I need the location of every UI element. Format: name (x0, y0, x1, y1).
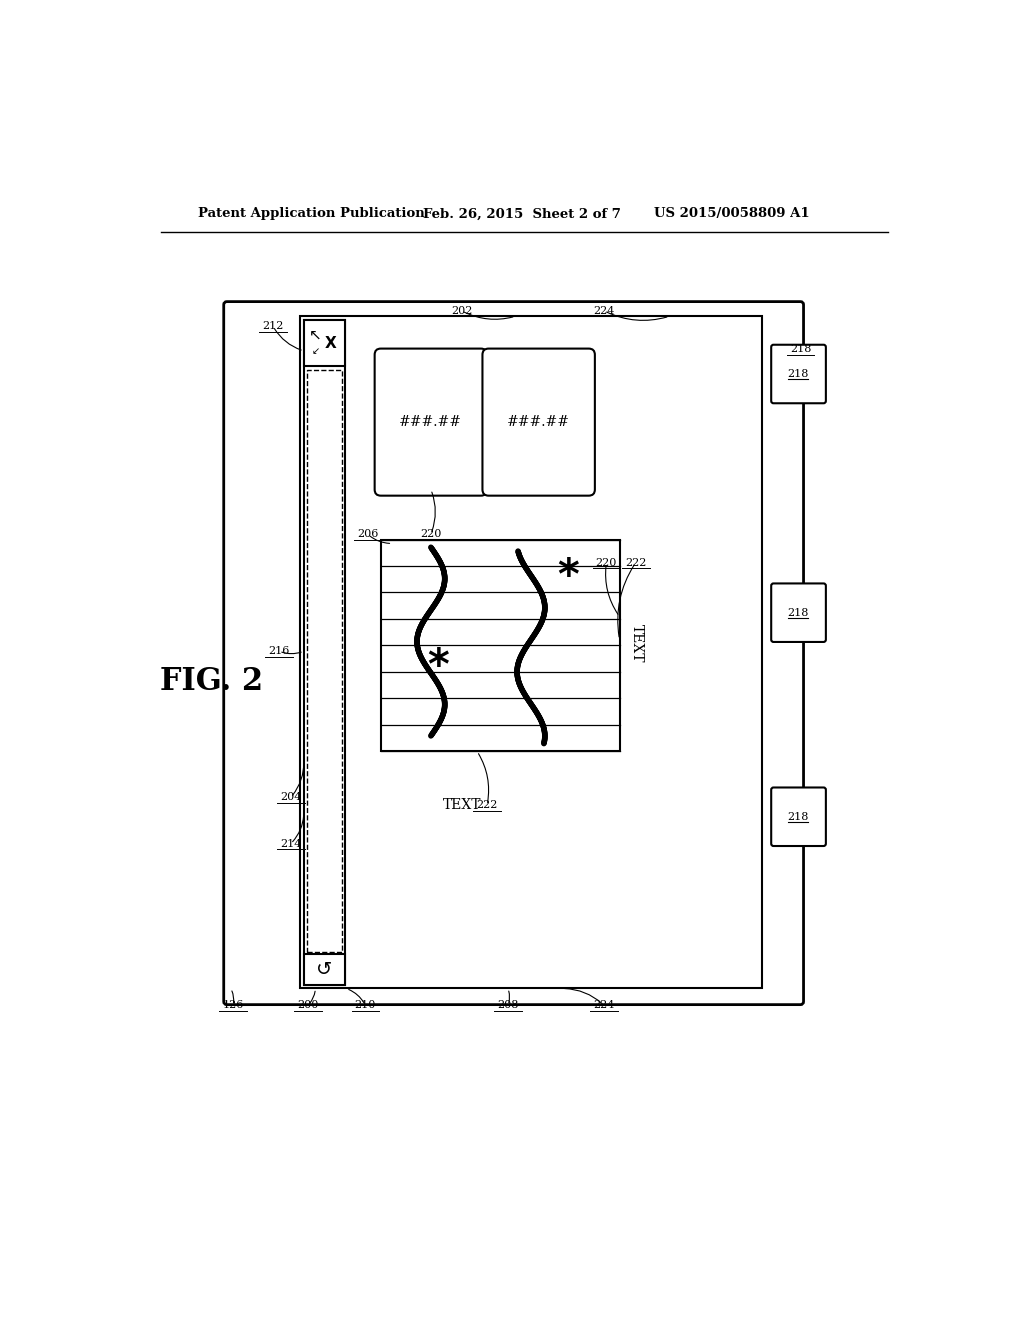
Text: 200: 200 (297, 1001, 318, 1010)
Text: ↺: ↺ (315, 960, 332, 978)
Text: 216: 216 (268, 647, 290, 656)
Text: 218: 218 (787, 370, 809, 379)
Text: 224: 224 (594, 1001, 614, 1010)
Text: 202: 202 (451, 306, 472, 315)
Text: ###.##: ###.## (399, 414, 463, 429)
Text: 218: 218 (787, 607, 809, 618)
Text: 218: 218 (790, 345, 811, 354)
Text: *: * (557, 556, 579, 598)
Text: 214: 214 (280, 838, 301, 849)
Text: 204: 204 (280, 792, 301, 803)
FancyBboxPatch shape (771, 583, 826, 642)
Text: Patent Application Publication: Patent Application Publication (199, 207, 425, 220)
Bar (304, 954, 345, 985)
Bar (304, 321, 345, 985)
Bar (307, 370, 342, 952)
Text: 126: 126 (222, 1001, 244, 1010)
Text: Feb. 26, 2015  Sheet 2 of 7: Feb. 26, 2015 Sheet 2 of 7 (423, 207, 621, 220)
FancyBboxPatch shape (375, 348, 487, 496)
Text: ###.##: ###.## (507, 414, 570, 429)
Text: 210: 210 (354, 1001, 376, 1010)
Text: 206: 206 (357, 529, 379, 539)
Text: *: * (428, 645, 450, 688)
Text: 212: 212 (262, 321, 284, 331)
Text: TEXT: TEXT (630, 624, 643, 663)
Text: TEXT: TEXT (442, 799, 481, 812)
Text: 220: 220 (596, 557, 617, 568)
Text: 224: 224 (594, 306, 614, 315)
FancyBboxPatch shape (223, 302, 804, 1005)
Bar (304, 321, 345, 367)
Text: 222: 222 (625, 557, 646, 568)
Bar (381, 540, 620, 751)
Text: FIG. 2: FIG. 2 (160, 667, 263, 697)
Text: ↙: ↙ (311, 346, 319, 356)
Text: 222: 222 (476, 800, 498, 810)
FancyBboxPatch shape (771, 788, 826, 846)
Text: 220: 220 (420, 529, 441, 539)
Text: X: X (325, 335, 337, 351)
Text: 208: 208 (498, 1001, 518, 1010)
Text: ↖: ↖ (309, 327, 322, 343)
Text: 218: 218 (787, 812, 809, 822)
Text: US 2015/0058809 A1: US 2015/0058809 A1 (654, 207, 810, 220)
FancyBboxPatch shape (482, 348, 595, 496)
Bar (300, 317, 762, 989)
FancyBboxPatch shape (771, 345, 826, 404)
